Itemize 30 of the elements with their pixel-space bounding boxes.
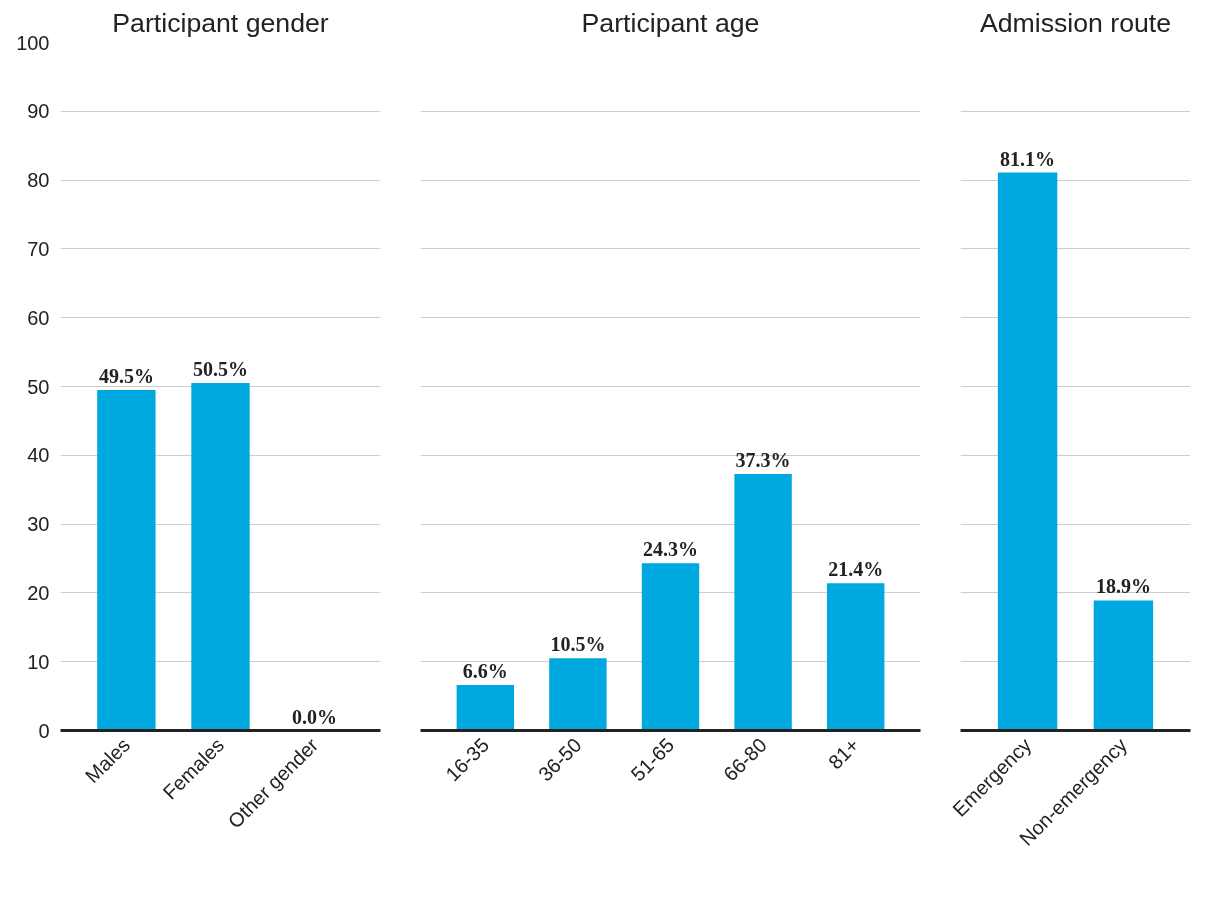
bar (826, 583, 885, 731)
bar (456, 685, 515, 731)
data-label: 10.5% (550, 633, 606, 656)
y-tick-label: 100 (16, 31, 50, 54)
y-tick-label: 20 (27, 581, 50, 604)
y-tick-label: 80 (27, 169, 50, 192)
chart-title: Admission route (979, 7, 1172, 38)
data-label: 6.6% (462, 660, 508, 683)
chart-title: Participant gender (112, 7, 329, 38)
y-tick-label: 60 (27, 306, 50, 329)
y-tick-label: 10 (27, 650, 50, 673)
bar (641, 563, 700, 731)
data-label: 24.3% (643, 538, 698, 561)
data-label: 21.4% (828, 558, 884, 581)
data-label: 81.1% (1000, 147, 1056, 170)
y-tick-label: 30 (27, 513, 50, 536)
y-tick-label: 0 (38, 719, 50, 742)
chart-title: Participant age (581, 7, 760, 38)
data-label: 50.5% (193, 358, 248, 381)
y-tick-label: 90 (27, 100, 50, 123)
y-tick-label: 70 (27, 237, 50, 260)
x-tick-label: 81+ (823, 733, 864, 774)
data-label: 18.9% (1095, 575, 1151, 598)
data-label: 37.3% (735, 448, 791, 471)
data-label: 49.5% (98, 364, 154, 387)
bar (549, 658, 607, 731)
y-tick-label: 40 (27, 444, 50, 467)
bar (734, 473, 792, 731)
y-tick-label: 50 (27, 375, 50, 398)
data-label: 0.0% (292, 705, 338, 728)
